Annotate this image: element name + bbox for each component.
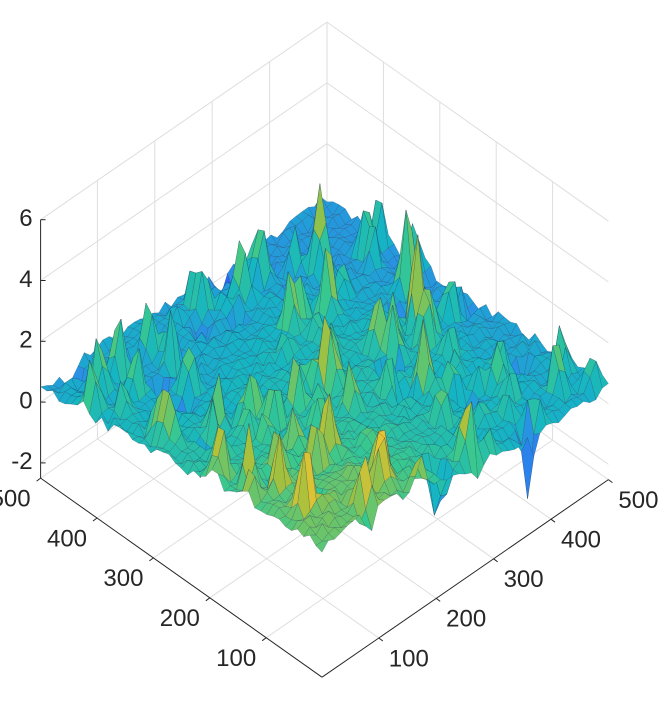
y-tick-mark (36, 477, 41, 482)
z-tick-label: 0 (19, 387, 32, 414)
z-tick-label: -2 (11, 448, 32, 475)
x-tick-label: 100 (389, 645, 429, 672)
grid-line (97, 438, 380, 639)
z-tick-label: 4 (19, 266, 32, 293)
y-tick-label: 100 (216, 645, 256, 672)
z-tick-label: 2 (19, 327, 32, 354)
y-tick-mark (149, 557, 154, 562)
x-axis-line (321, 479, 609, 678)
axes (36, 219, 613, 678)
x-tick-label: 200 (446, 606, 486, 633)
grid-line (326, 82, 609, 283)
y-tick-label: 200 (160, 605, 200, 632)
x-tick-mark (550, 518, 556, 523)
grid-line (326, 21, 609, 222)
x-tick-mark (435, 598, 441, 602)
x-tick-label: 500 (618, 487, 658, 514)
z-tick-label: 6 (19, 205, 32, 232)
x-tick-label: 300 (504, 566, 544, 593)
y-tick-label: 400 (47, 525, 87, 552)
y-tick-mark (261, 637, 267, 642)
surface (40, 183, 609, 553)
surface-patch (315, 540, 329, 553)
y-tick-label: 300 (103, 565, 143, 592)
grid-line (40, 21, 328, 221)
y-tick-label: 500 (0, 485, 31, 512)
grid-line (326, 143, 609, 344)
grid-line (265, 439, 553, 639)
x-tick-mark (608, 479, 613, 484)
y-tick-mark (205, 597, 211, 602)
grid-line (40, 82, 328, 281)
tick-labels: 100 200 300 400 500 100 200 300 400 500 -2 0 2 4 6 (0, 205, 658, 672)
x-tick-mark (378, 637, 384, 642)
grid-line (40, 143, 328, 342)
y-axis-line (40, 477, 323, 678)
x-tick-mark (493, 558, 498, 563)
x-tick-label: 400 (561, 527, 601, 554)
y-tick-mark (92, 517, 98, 522)
